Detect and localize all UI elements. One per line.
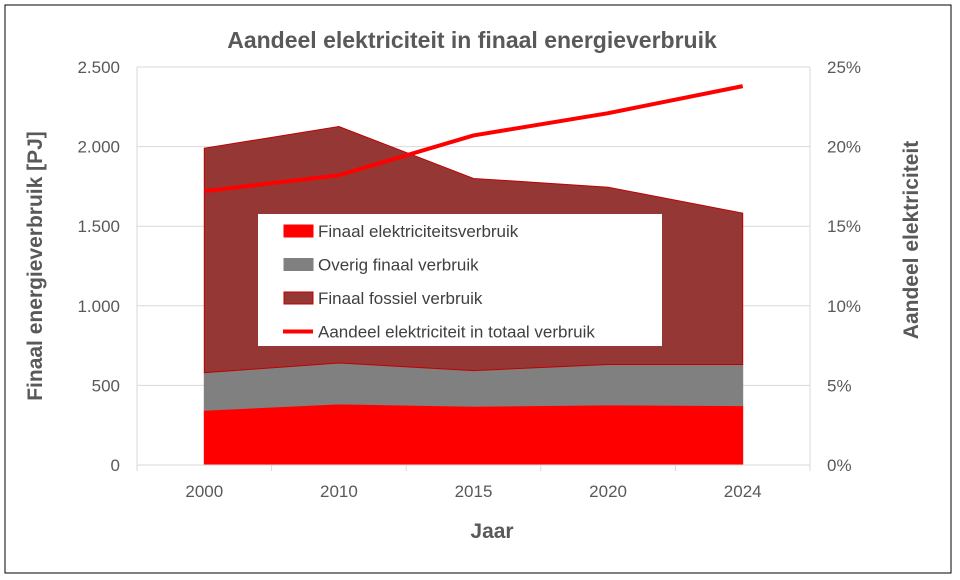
legend-label: Finaal elektriciteitsverbruik: [318, 222, 519, 241]
y-tick-label: 2.500: [77, 58, 120, 77]
y2-tick-label: 25%: [827, 58, 861, 77]
legend: Finaal elektriciteitsverbruik Overig fina…: [258, 214, 662, 346]
y2-tick-label: 5%: [827, 376, 852, 395]
x-tick-label: 2010: [320, 482, 358, 501]
x-tick-label: 2020: [589, 482, 627, 501]
lines: [204, 84, 744, 194]
legend-label: Overig finaal verbruik: [318, 256, 479, 275]
y-tick-label: 1.500: [77, 217, 120, 236]
legend-label: Finaal fossiel verbruik: [318, 289, 483, 308]
axes: 0 500 1.000 1.500 2.000 2.500 0% 5% 10% 15% 20% 25%…: [77, 58, 861, 501]
legend-swatch: [283, 291, 314, 305]
x-axis-title: Jaar: [470, 520, 513, 543]
y2-tick-label: 0%: [827, 456, 852, 475]
y2-tick-label: 15%: [827, 217, 861, 236]
area-0: [203, 403, 744, 466]
y-axis-title: Finaal energieverbruik [PJ]: [24, 131, 47, 401]
x-tick-label: 2015: [455, 482, 493, 501]
y-tick-label: 500: [92, 376, 120, 395]
y-tick-label: 1.000: [77, 297, 120, 316]
legend-label: Aandeel elektriciteit in totaal verbruik: [318, 323, 595, 342]
legend-box: [258, 214, 662, 346]
y2-tick-label: 20%: [827, 138, 861, 157]
y-tick-label: 0: [111, 456, 120, 475]
chart-title: Aandeel elektriciteit in finaal energiev…: [227, 27, 717, 53]
legend-swatch: [283, 224, 314, 238]
legend-swatch: [283, 258, 314, 271]
y2-axis-title: Aandeel elektriciteit: [900, 141, 923, 339]
x-tick-label: 2024: [724, 482, 762, 501]
y-tick-label: 2.000: [77, 138, 120, 157]
y2-tick-label: 10%: [827, 297, 861, 316]
x-tick-label: 2000: [185, 482, 223, 501]
